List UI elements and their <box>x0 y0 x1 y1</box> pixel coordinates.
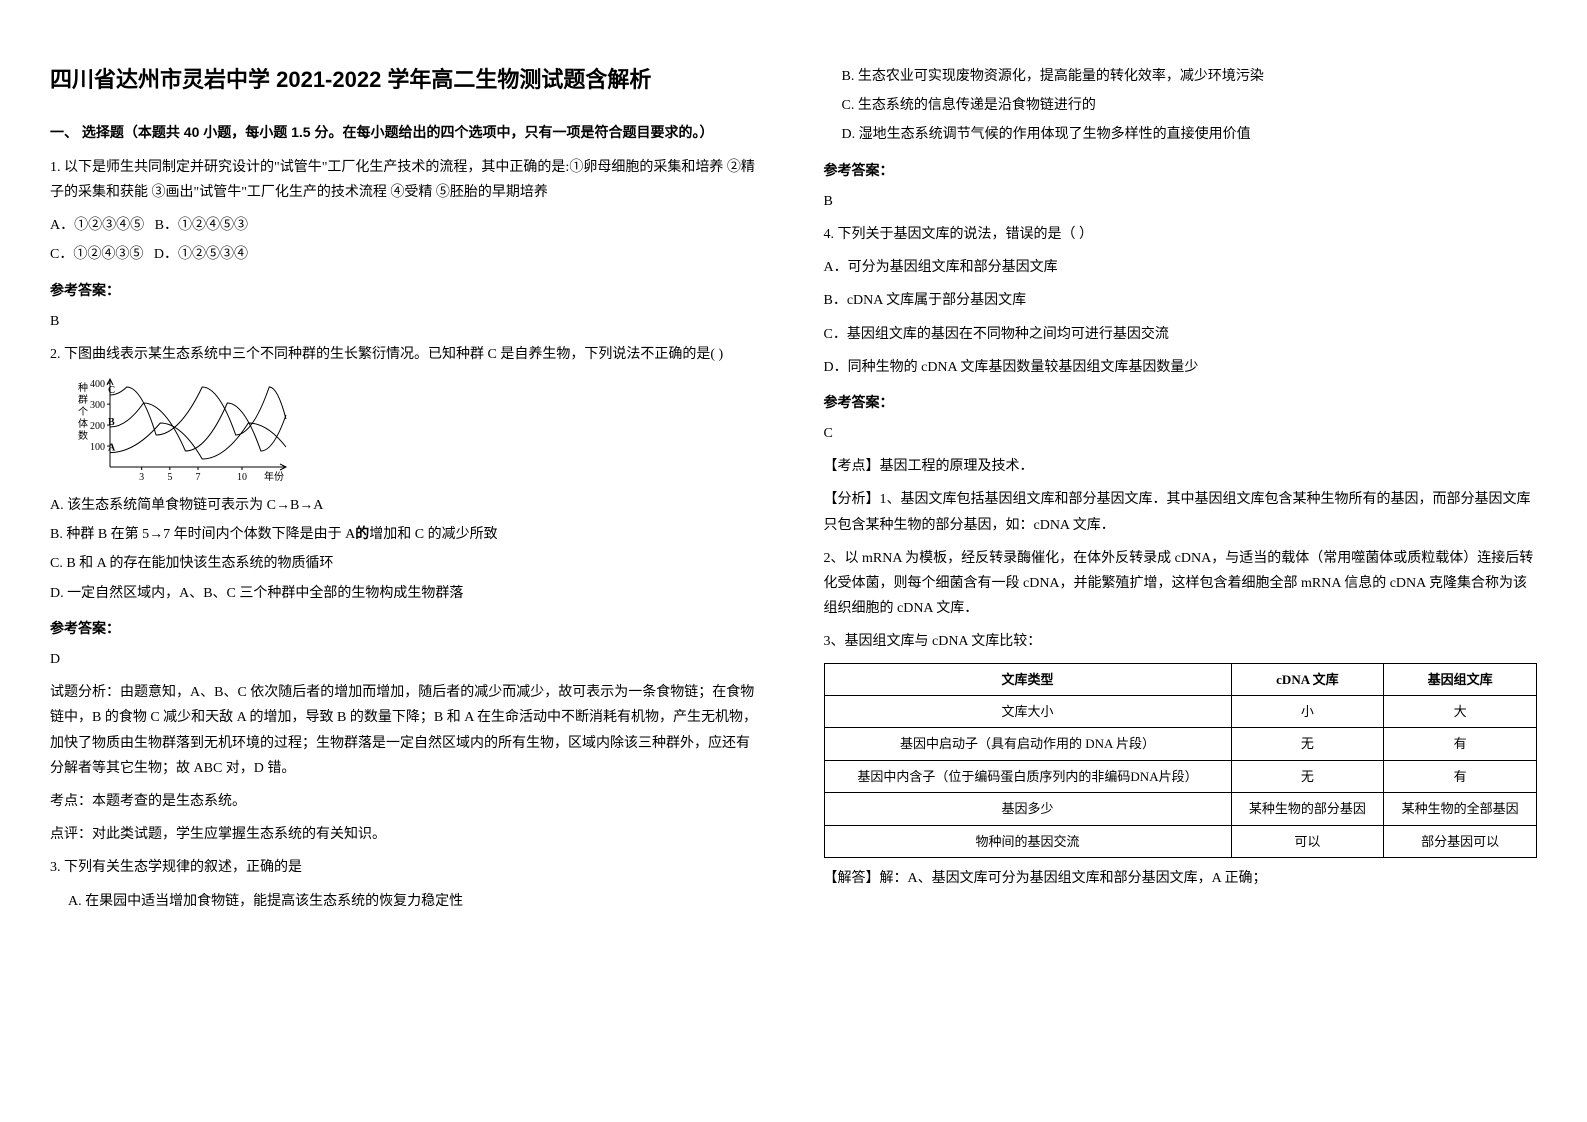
q3-choice-a: A. 在果园中适当增加食物链，能提高该生态系统的恢复力稳定性 <box>50 889 764 914</box>
q3-choice-d: D. 湿地生态系统调节气候的作用体现了生物多样性的直接使用价值 <box>824 122 1538 147</box>
table-cell: 无 <box>1231 760 1384 792</box>
svg-text:7: 7 <box>196 472 201 483</box>
q1-answer-label: 参考答案： <box>50 278 764 303</box>
table-cell: 文库大小 <box>824 695 1231 727</box>
right-column: B. 生态农业可实现废物资源化，提高能量的转化效率，减少环境污染 C. 生态系统… <box>824 60 1538 1062</box>
th-0: 文库类型 <box>824 663 1231 695</box>
table-row: 基因中内含子（位于编码蛋白质序列内的非编码DNA片段）无有 <box>824 760 1537 792</box>
q3-choice-c: C. 生态系统的信息传递是沿食物链进行的 <box>824 93 1538 118</box>
table-row: 物种间的基因交流可以部分基因可以 <box>824 825 1537 857</box>
q3-stem: 3. 下列有关生态学规律的叙述，正确的是 <box>50 855 764 880</box>
q4-choice-b: B．cDNA 文库属于部分基因文库 <box>824 288 1538 313</box>
table-cell: 可以 <box>1231 825 1384 857</box>
q4-kp: 【考点】基因工程的原理及技术． <box>824 454 1538 479</box>
q4-choice-d: D．同种生物的 cDNA 文库基因数量较基因组文库基因数量少 <box>824 355 1538 380</box>
svg-text:年份: 年份 <box>264 470 284 483</box>
q2-analysis-p3: 点评：对此类试题，学生应掌握生态系统的有关知识。 <box>50 822 764 847</box>
q1-answer: B <box>50 309 764 334</box>
q4-choice-c: C．基因组文库的基因在不同物种之间均可进行基因交流 <box>824 322 1538 347</box>
q2-choice-d: D. 一定自然区域内，A、B、C 三个种群中全部的生物构成生物群落 <box>50 581 764 606</box>
svg-text:100: 100 <box>90 442 105 453</box>
table-cell: 某种生物的全部基因 <box>1384 793 1537 825</box>
svg-text:C: C <box>108 385 115 396</box>
q2-answer-label: 参考答案： <box>50 616 764 641</box>
table-cell: 基因多少 <box>824 793 1231 825</box>
q3-choice-b: B. 生态农业可实现废物资源化，提高能量的转化效率，减少环境污染 <box>824 64 1538 89</box>
table-head: 文库类型 cDNA 文库 基因组文库 <box>824 663 1537 695</box>
svg-text:400: 400 <box>90 379 105 390</box>
q1-choice-b: B．①②④⑤③ <box>155 218 248 233</box>
svg-text:个: 个 <box>78 406 88 418</box>
q4-answer-label: 参考答案： <box>824 390 1538 415</box>
svg-text:300: 300 <box>90 400 105 411</box>
table-body: 文库大小小大基因中启动子（具有启动作用的 DNA 片段）无有基因中内含子（位于编… <box>824 695 1537 857</box>
q2-chart: 100 200 300 400 3 5 7 10 年份 种群个体数 C B A <box>70 375 290 485</box>
q1-choice-c: C．①②④③⑤ <box>50 247 143 262</box>
q4-exp: 【解答】解：A、基因文库可分为基因组文库和部分基因文库，A 正确； <box>824 866 1538 891</box>
q4-answer: C <box>824 421 1538 446</box>
q2-choice-c: C. B 和 A 的存在能加快该生态系统的物质循环 <box>50 551 764 576</box>
q2-choice-b-pre: B. 种群 B 在第 5→7 年时间内个体数下降是由于 A <box>50 527 355 542</box>
svg-text:A: A <box>108 443 116 454</box>
q2-chart-svg: 100 200 300 400 3 5 7 10 年份 种群个体数 C B A <box>70 375 290 485</box>
section-1-heading: 一、 选择题（本题共 40 小题，每小题 1.5 分。在每小题给出的四个选项中，… <box>50 120 764 145</box>
table-cell: 无 <box>1231 728 1384 760</box>
svg-text:种: 种 <box>78 381 88 394</box>
table-cell: 大 <box>1384 695 1537 727</box>
table-cell: 基因中内含子（位于编码蛋白质序列内的非编码DNA片段） <box>824 760 1231 792</box>
q4-choice-a: A．可分为基因组文库和部分基因文库 <box>824 255 1538 280</box>
table-row: 文库大小小大 <box>824 695 1537 727</box>
svg-text:数: 数 <box>78 429 88 442</box>
table-cell: 小 <box>1231 695 1384 727</box>
table-row: 基因中启动子（具有启动作用的 DNA 片段）无有 <box>824 728 1537 760</box>
q2-choice-a: A. 该生态系统简单食物链可表示为 C→B→A <box>50 493 764 518</box>
table-cell: 有 <box>1384 760 1537 792</box>
q2-choice-b-row: B. 种群 B 在第 5→7 年时间内个体数下降是由于 A的增加和 C 的减少所… <box>50 522 764 547</box>
q2-analysis-p2: 考点：本题考查的是生态系统。 <box>50 789 764 814</box>
q1-row2: C．①②④③⑤ D．①②⑤③④ <box>50 242 764 267</box>
q3-answer: B <box>824 189 1538 214</box>
svg-text:5: 5 <box>167 472 172 483</box>
table-header-row: 文库类型 cDNA 文库 基因组文库 <box>824 663 1537 695</box>
page-title: 四川省达州市灵岩中学 2021-2022 学年高二生物测试题含解析 <box>50 60 764 100</box>
table-cell: 某种生物的部分基因 <box>1231 793 1384 825</box>
q4-stem: 4. 下列关于基因文库的说法，错误的是（ ） <box>824 222 1538 247</box>
q4-an1: 【分析】1、基因文库包括基因组文库和部分基因文库．其中基因组文库包含某种生物所有… <box>824 487 1538 537</box>
svg-text:200: 200 <box>90 421 105 432</box>
q2-choice-b-mid: 的 <box>355 527 369 542</box>
q3-answer-label: 参考答案： <box>824 158 1538 183</box>
q1-row1: A．①②③④⑤ B．①②④⑤③ <box>50 213 764 238</box>
q2-stem: 2. 下图曲线表示某生态系统中三个不同种群的生长繁衍情况。已知种群 C 是自养生… <box>50 342 764 367</box>
q2-analysis-p1: 试题分析：由题意知，A、B、C 依次随后者的增加而增加，随后者的减少而减少，故可… <box>50 680 764 781</box>
q4-an2: 2、以 mRNA 为模板，经反转录酶催化，在体外反转录成 cDNA，与适当的载体… <box>824 546 1538 622</box>
svg-text:体: 体 <box>78 418 88 430</box>
q2-choice-b-post: 增加和 C 的减少所致 <box>369 527 497 542</box>
th-2: 基因组文库 <box>1384 663 1537 695</box>
svg-text:10: 10 <box>237 472 247 483</box>
svg-text:3: 3 <box>139 472 144 483</box>
q4-compare-table: 文库类型 cDNA 文库 基因组文库 文库大小小大基因中启动子（具有启动作用的 … <box>824 663 1538 858</box>
table-cell: 有 <box>1384 728 1537 760</box>
left-column: 四川省达州市灵岩中学 2021-2022 学年高二生物测试题含解析 一、 选择题… <box>50 60 764 1062</box>
table-cell: 基因中启动子（具有启动作用的 DNA 片段） <box>824 728 1231 760</box>
svg-text:群: 群 <box>78 393 88 406</box>
th-1: cDNA 文库 <box>1231 663 1384 695</box>
q1-choice-d: D．①②⑤③④ <box>154 247 248 262</box>
q4-an3: 3、基因组文库与 cDNA 文库比较： <box>824 629 1538 654</box>
table-cell: 部分基因可以 <box>1384 825 1537 857</box>
q1-stem: 1. 以下是师生共同制定并研究设计的"试管牛"工厂化生产技术的流程，其中正确的是… <box>50 155 764 205</box>
q1-choice-a: A．①②③④⑤ <box>50 218 144 233</box>
table-cell: 物种间的基因交流 <box>824 825 1231 857</box>
svg-text:B: B <box>108 417 115 428</box>
table-row: 基因多少某种生物的部分基因某种生物的全部基因 <box>824 793 1537 825</box>
q2-answer: D <box>50 647 764 672</box>
